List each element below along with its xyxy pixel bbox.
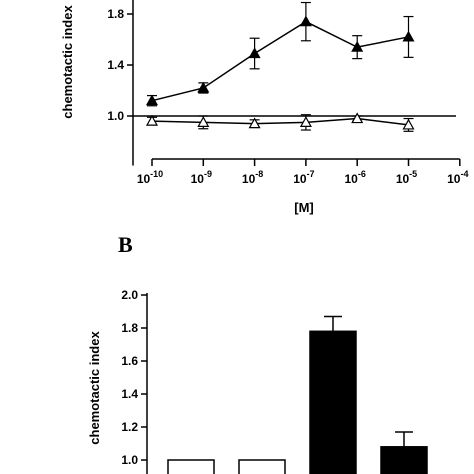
data-point [248,47,261,59]
data-point [351,40,364,52]
x-axis-title: [M] [294,200,314,215]
x-tick-label: 10-9 [191,169,212,186]
data-point [299,15,312,27]
y-tick-label: 1.0 [107,109,124,123]
x-tick-exponent: -10 [150,169,163,179]
y-tick-label: 1.0 [121,453,138,467]
x-tick-base: 10 [293,172,307,186]
y-tick-label: 1.8 [107,7,124,21]
y-axis-title: chemotactic index [87,331,102,445]
y-tick-label: 1.8 [121,321,138,335]
series-0-line [151,20,409,102]
bar [309,330,357,474]
data-point [197,116,210,127]
x-tick-base: 10 [242,172,256,186]
y-tick-label: 1.6 [121,354,138,368]
x-tick-base: 10 [191,172,205,186]
panel-b-bar-chart: B 1.0 1.2 1.4 1.6 1.8 2.0 chemotactic index [87,232,428,474]
x-tick-exponent: -8 [255,169,263,179]
data-point [402,30,415,42]
bar [380,446,428,474]
x-tick-exponent: -9 [204,169,212,179]
x-tick-base: 10 [137,172,151,186]
data-point [351,112,364,124]
bar [167,459,215,474]
x-tick-label: 10-10 [137,169,163,186]
panel-label: B [118,232,133,257]
x-tick-base: 10 [396,172,410,186]
x-tick-label: 10-6 [345,169,366,186]
y-tick-label: 1.4 [107,58,124,72]
data-point [145,114,159,126]
x-tick-label: 10-7 [293,169,314,186]
y-tick-label: 2.0 [121,288,138,302]
data-point [299,116,312,127]
x-tick-base: 10 [345,172,359,186]
x-tick-exponent: -7 [307,169,315,179]
series-1-line [151,117,409,126]
x-tick-base: 10 [447,172,461,186]
data-point [402,118,415,130]
x-tick-label: 10-8 [242,169,263,186]
y-tick-label: 1.2 [121,420,138,434]
x-tick-exponent: -5 [409,169,417,179]
x-tick-label: 10-4 [447,169,468,186]
data-point [197,81,210,93]
y-axis-title: chemotactic index [60,5,75,119]
x-tick-exponent: -6 [358,169,366,179]
data-point [145,94,159,106]
x-tick-exponent: -4 [460,169,468,179]
bar [238,459,286,474]
x-tick-label: 10-5 [396,169,417,186]
data-point [248,117,261,129]
y-tick-label: 1.4 [121,387,138,401]
